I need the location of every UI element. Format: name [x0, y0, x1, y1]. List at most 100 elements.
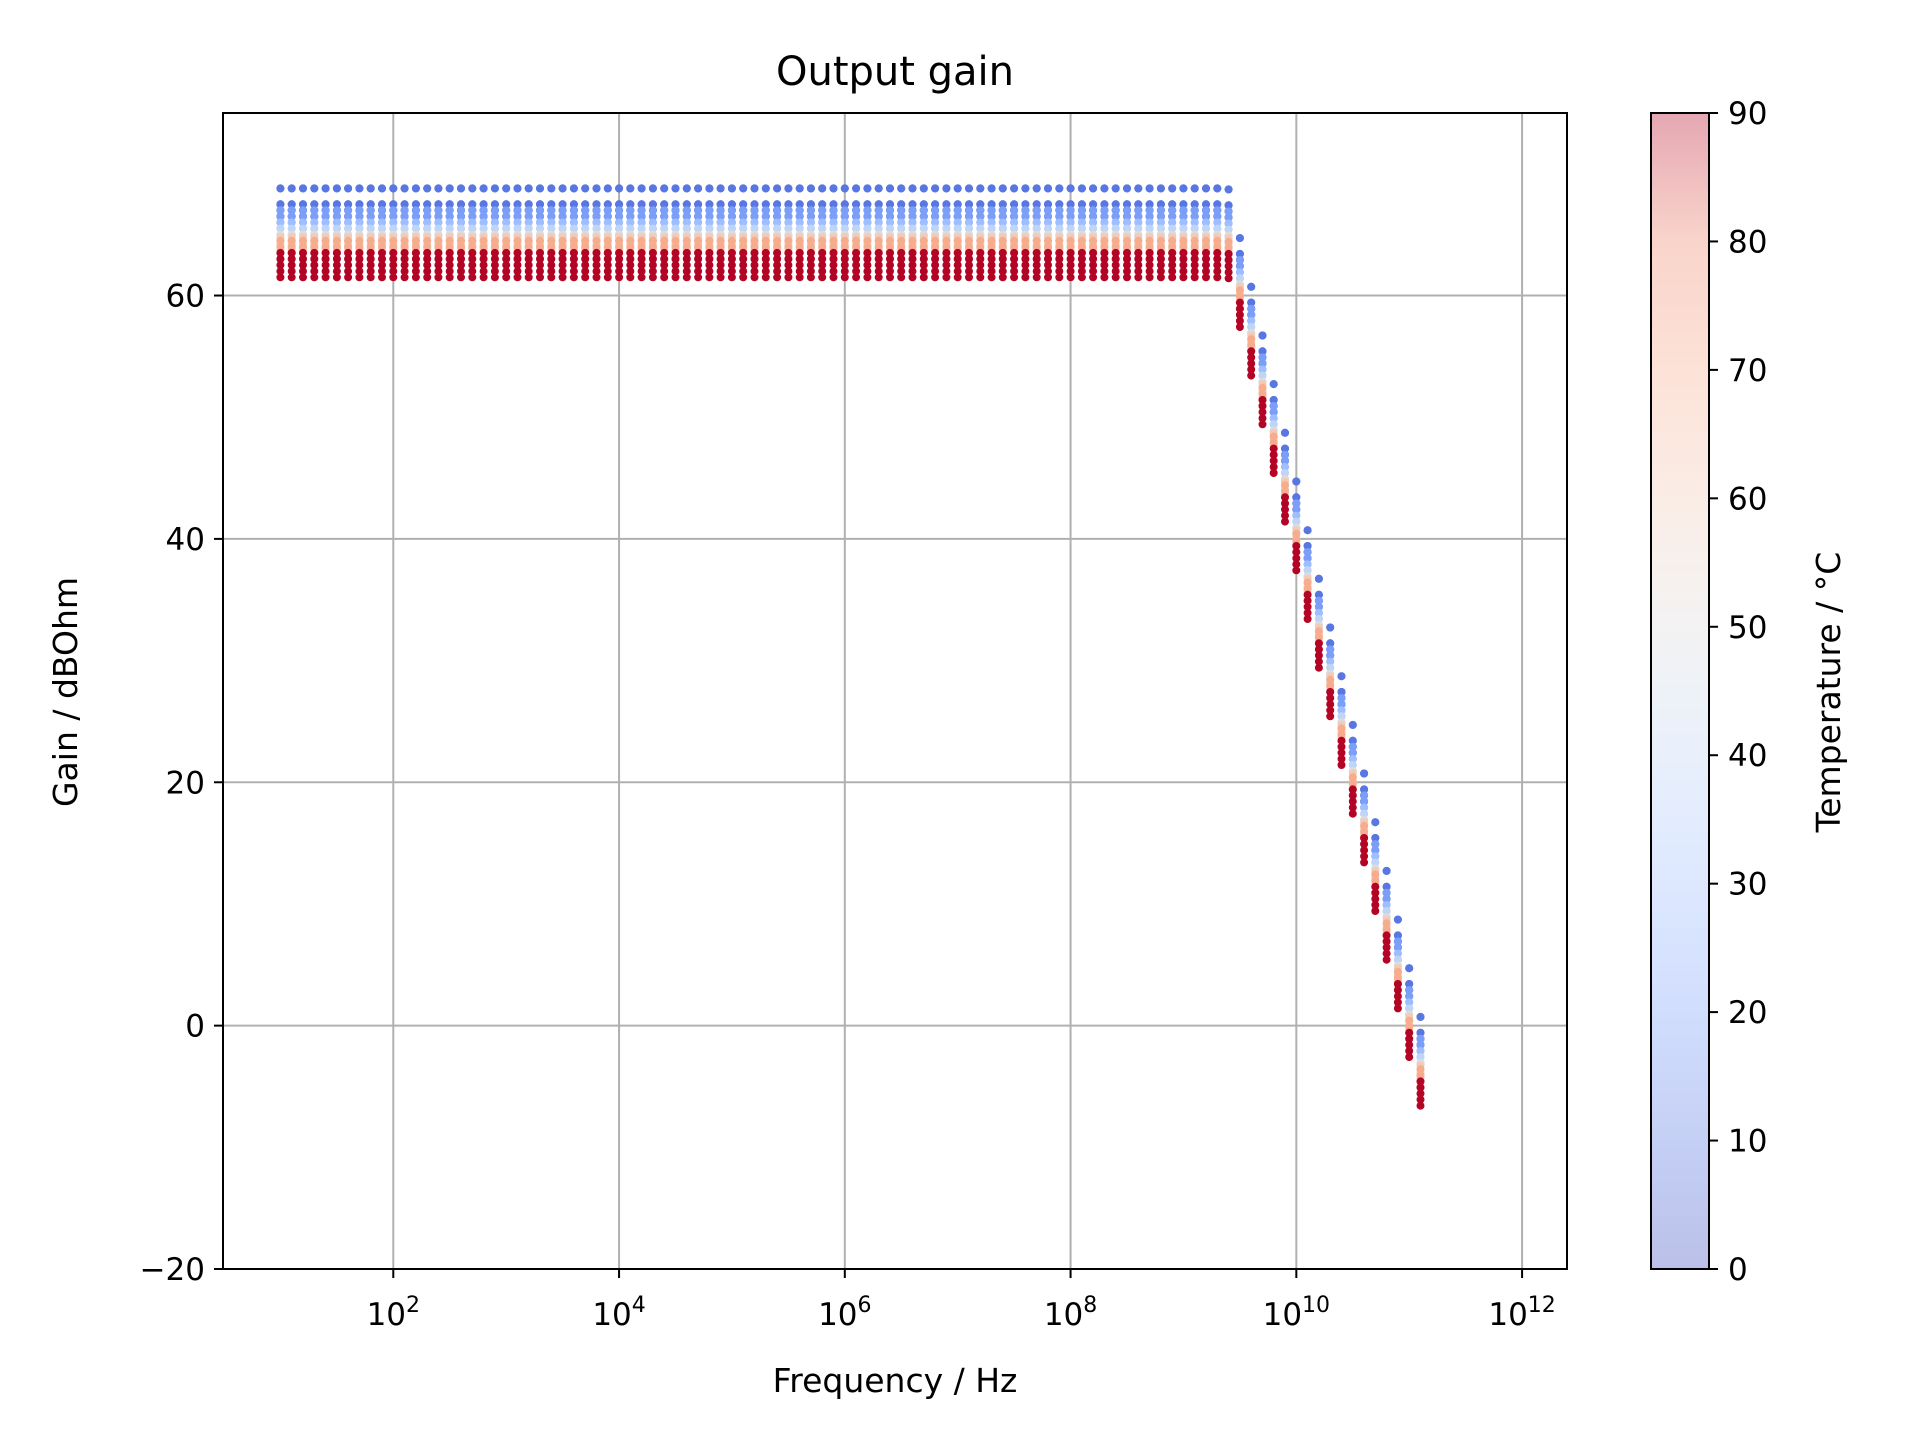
scatter-point: [1190, 255, 1199, 263]
scatter-point: [1089, 200, 1098, 209]
scatter-point: [1326, 663, 1335, 672]
scatter-point: [1348, 791, 1357, 800]
scatter-point: [773, 273, 782, 282]
scatter-point: [942, 248, 951, 257]
scatter-point: [490, 255, 499, 263]
scatter-point: [1134, 184, 1143, 193]
scatter-point: [671, 255, 680, 263]
scatter-point: [1100, 184, 1109, 193]
scatter-point: [536, 236, 544, 245]
scatter-point: [1190, 212, 1199, 221]
scatter-point: [626, 255, 635, 263]
scatter-point: [1111, 236, 1120, 245]
scatter-point: [1269, 444, 1278, 453]
scatter-point: [818, 273, 827, 282]
scatter-point: [818, 267, 827, 276]
scatter-point: [806, 212, 815, 221]
scatter-point: [648, 184, 657, 193]
scatter-point: [942, 236, 951, 245]
scatter-point: [344, 255, 353, 263]
scatter-point: [1213, 261, 1222, 270]
scatter-point: [524, 200, 533, 209]
scatter-point: [1393, 915, 1402, 924]
scatter-point: [558, 255, 567, 263]
scatter-point: [276, 273, 285, 282]
scatter-point: [919, 218, 928, 227]
scatter-point: [908, 200, 917, 209]
scatter-point: [886, 248, 894, 257]
scatter-point: [1123, 242, 1131, 251]
scatter-point: [490, 184, 499, 193]
scatter-point: [919, 248, 928, 257]
scatter-point: [886, 212, 894, 221]
scatter-point: [400, 184, 409, 193]
scatter-point: [750, 242, 759, 251]
scatter-point: [423, 224, 432, 233]
colorbar-tick-label: 80: [1728, 224, 1767, 260]
scatter-point: [1235, 286, 1244, 295]
scatter-point: [1044, 236, 1052, 245]
scatter-point: [1089, 218, 1098, 227]
scatter-point: [1032, 273, 1041, 282]
scatter-point: [626, 248, 635, 257]
scatter-point: [1405, 980, 1414, 988]
scatter-point: [1247, 353, 1256, 362]
scatter-point: [965, 267, 973, 276]
scatter-point: [615, 184, 624, 193]
scatter-point: [1258, 408, 1267, 417]
scatter-point: [355, 200, 364, 209]
scatter-point: [468, 206, 477, 215]
scatter-point: [998, 255, 1007, 263]
scatter-point: [513, 267, 522, 276]
scatter-point: [987, 218, 996, 227]
scatter-point: [1168, 236, 1177, 245]
scatter-point: [355, 236, 364, 245]
scatter-point: [1168, 261, 1177, 270]
scatter-point: [1326, 681, 1335, 690]
scatter-point: [1224, 256, 1233, 264]
scatter-point: [299, 242, 307, 251]
scatter-point: [626, 273, 635, 282]
scatter-point: [287, 267, 296, 276]
scatter-point: [739, 200, 748, 209]
scatter-point: [332, 261, 341, 270]
scatter-point: [1202, 242, 1210, 251]
scatter-point: [1337, 688, 1346, 696]
scatter-point: [931, 224, 940, 233]
scatter-point: [840, 248, 849, 257]
scatter-point: [400, 242, 409, 251]
scatter-point: [558, 261, 567, 270]
scatter-point: [874, 273, 883, 282]
scatter-point: [637, 273, 646, 282]
scatter-point: [411, 184, 420, 193]
scatter-point: [942, 273, 951, 282]
scatter-point: [694, 206, 703, 215]
scatter-point: [1213, 206, 1222, 215]
scatter-point: [1190, 236, 1199, 245]
scatter-point: [468, 242, 477, 251]
colorbar-tick-label: 90: [1728, 96, 1767, 132]
scatter-point: [761, 200, 770, 209]
scatter-point: [716, 242, 725, 251]
scatter-point: [716, 206, 725, 215]
scatter-point: [1303, 615, 1312, 623]
scatter-point: [445, 255, 454, 263]
scatter-point: [1032, 224, 1041, 233]
scatter-point: [998, 218, 1007, 227]
scatter-point: [987, 224, 996, 233]
scatter-point: [750, 184, 759, 193]
scatter-point: [287, 212, 296, 221]
scatter-point: [773, 224, 782, 233]
scatter-point: [626, 212, 635, 221]
scatter-point: [1123, 184, 1131, 193]
scatter-point: [558, 218, 567, 227]
scatter-point: [1326, 706, 1335, 715]
scatter-point: [536, 206, 544, 215]
scatter-point: [434, 273, 443, 282]
scatter-point: [1055, 261, 1064, 270]
scatter-point: [581, 242, 590, 251]
scatter-point: [569, 273, 578, 282]
scatter-point: [705, 248, 714, 257]
scatter-point: [1134, 273, 1143, 282]
scatter-point: [344, 261, 353, 270]
